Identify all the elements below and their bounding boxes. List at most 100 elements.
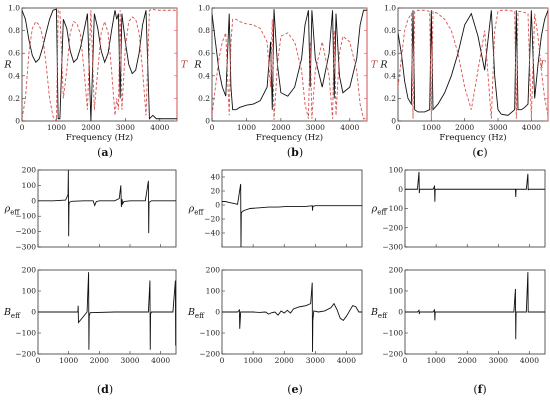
- x-tick-label: 4000: [522, 123, 541, 132]
- y-tick-label: −200: [382, 223, 403, 232]
- x-tick-label: 4000: [340, 123, 359, 132]
- y-tick-label: 0: [215, 201, 220, 210]
- x-tick-label: 0: [210, 123, 215, 132]
- y-tick-label: 1.0: [198, 4, 210, 13]
- y-tick-label: 0.6: [384, 49, 396, 58]
- x-tick-label: 0: [220, 356, 225, 365]
- series-line-rho-eff: [222, 183, 362, 247]
- y-tick-label: −300: [15, 243, 36, 252]
- chart-f-rho: −300 −200 −100 0 100 ρeff: [371, 166, 546, 252]
- x-tick-label: 4000: [337, 356, 356, 365]
- y-tick-label: −300: [382, 243, 403, 252]
- y-tick-label: −200: [382, 350, 403, 359]
- y-axis-label: R: [379, 60, 387, 71]
- x-tick-label: 3000: [488, 123, 507, 132]
- x-tick-label: 4000: [150, 123, 169, 132]
- y-tick-label: 200: [206, 266, 221, 275]
- y-tick-label: 100: [389, 287, 404, 296]
- series-line-r: [398, 10, 548, 116]
- y-tick-label: 0.8: [198, 26, 210, 35]
- y-tick-label: 0: [31, 196, 36, 205]
- x-tick-label: 2000: [455, 123, 474, 132]
- y-axis-label: ρeff: [188, 204, 205, 217]
- y-axis-label: ρeff: [4, 204, 21, 217]
- plot-frame: [221, 169, 363, 248]
- y-tick-label: 0: [398, 185, 403, 194]
- y-tick-label: 100: [22, 287, 37, 296]
- y-axis-label: Beff: [187, 307, 205, 320]
- y-tick-label: 0.2: [198, 94, 210, 103]
- panel-label-f: (f): [473, 383, 486, 396]
- y-tick-label: 0.6: [198, 49, 210, 58]
- y2-axis-label: T: [181, 60, 188, 71]
- x-tick-label: 2000: [458, 356, 477, 365]
- x-tick-label: 0: [396, 123, 401, 132]
- x-tick-label: 0: [403, 356, 408, 365]
- panel-label-d: (d): [97, 383, 113, 396]
- y-tick-label: 0: [215, 308, 220, 317]
- series-line-r: [212, 9, 367, 111]
- y-tick-label: −200: [15, 350, 36, 359]
- x-tick-label: 2000: [275, 356, 294, 365]
- y-axis-label: R: [193, 60, 201, 71]
- y-tick-label: 200: [22, 266, 37, 275]
- y-tick-label: 0: [31, 308, 36, 317]
- x-tick-label: 4000: [151, 356, 170, 365]
- plot-frame: [404, 169, 546, 248]
- y-tick-label: 0.4: [384, 71, 396, 80]
- y-tick-label: −20: [204, 215, 220, 224]
- plot-frame: [21, 7, 178, 122]
- x-tick-label: 0: [20, 123, 25, 132]
- x-axis-label: Frequency (Hz): [439, 132, 506, 143]
- series-line-t: [398, 9, 548, 119]
- y-tick-label: 0: [205, 117, 210, 126]
- y-tick-label: 0: [391, 117, 396, 126]
- y-tick-label: 0: [15, 117, 20, 126]
- x-tick-label: 2000: [271, 123, 290, 132]
- chart-d-rho: −300 −200 −100 0 100 200 ρeff: [4, 166, 177, 252]
- plots-layer: 00.20.40.60.81.00 1000 2000 3000 4000Frequen…: [3, 4, 549, 365]
- y-tick-label: −100: [382, 204, 403, 213]
- series-line-rho-eff: [405, 171, 545, 202]
- x-tick-label: 1000: [427, 356, 446, 365]
- x-tick-label: 2000: [81, 123, 100, 132]
- x-tick-label: 3000: [306, 356, 325, 365]
- x-tick-label: 3000: [489, 356, 508, 365]
- y-tick-label: −100: [382, 329, 403, 338]
- y-tick-label: −200: [199, 350, 220, 359]
- x-tick-label: 1000: [59, 356, 78, 365]
- series-line-b-eff: [405, 272, 545, 340]
- y-tick-label: 0.4: [198, 71, 210, 80]
- y-tick-label: 200: [22, 166, 37, 175]
- panel-label-e: (e): [287, 383, 303, 396]
- x-tick-label: 1000: [422, 123, 441, 132]
- series-line-b-eff: [222, 282, 362, 352]
- y-axis-label: Beff: [370, 307, 388, 320]
- x-tick-label: 2000: [90, 356, 109, 365]
- x-tick-label: 4000: [520, 356, 539, 365]
- y-tick-label: 100: [389, 166, 404, 175]
- panel-label-b: (b): [287, 146, 303, 159]
- y-tick-label: 0.8: [8, 26, 20, 35]
- y-tick-label: 1.0: [384, 4, 396, 13]
- y-tick-label: 20: [210, 187, 220, 196]
- y-tick-label: 40: [210, 173, 220, 182]
- series-line-rho-eff: [38, 170, 176, 237]
- chart-e-rho: −40 −20 0 20 40 ρeff: [188, 169, 363, 248]
- plot-frame: [397, 7, 549, 122]
- y-tick-label: 1.0: [8, 4, 20, 13]
- y-axis-label: R: [3, 60, 11, 71]
- x-tick-label: 1000: [237, 123, 256, 132]
- chart-a: 0 0.2 0.4 0.6 0.8 1.0 0 1000 2000 3000 4000 Frequen…: [3, 4, 187, 144]
- y-tick-label: 0: [398, 308, 403, 317]
- x-tick-label: 3000: [120, 356, 139, 365]
- chart-b: 0 0.2 0.4 0.6 0.8 1.0 0 1000 2000 3000 4000 Frequen…: [193, 4, 377, 144]
- y-axis-label: Beff: [3, 307, 21, 320]
- y-tick-label: 0.2: [8, 94, 20, 103]
- y-axis-label: ρeff: [371, 204, 388, 217]
- x-tick-label: 3000: [116, 123, 135, 132]
- y-tick-label: 200: [389, 266, 404, 275]
- y-tick-label: 0.2: [384, 94, 396, 103]
